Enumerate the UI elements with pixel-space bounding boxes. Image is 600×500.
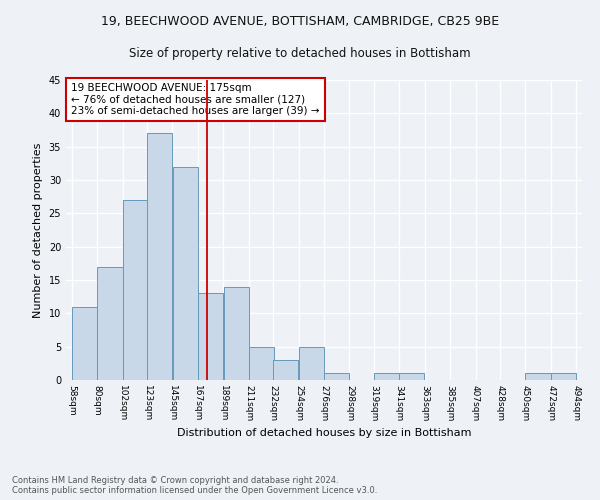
- Bar: [324, 374, 349, 380]
- X-axis label: Distribution of detached houses by size in Bottisham: Distribution of detached houses by size …: [177, 428, 471, 438]
- Bar: [400, 374, 424, 380]
- Bar: [97, 266, 122, 380]
- Bar: [173, 166, 198, 380]
- Bar: [374, 374, 399, 380]
- Bar: [551, 374, 576, 380]
- Y-axis label: Number of detached properties: Number of detached properties: [33, 142, 43, 318]
- Bar: [147, 134, 172, 380]
- Bar: [249, 346, 274, 380]
- Bar: [72, 306, 97, 380]
- Text: 19, BEECHWOOD AVENUE, BOTTISHAM, CAMBRIDGE, CB25 9BE: 19, BEECHWOOD AVENUE, BOTTISHAM, CAMBRID…: [101, 15, 499, 28]
- Text: Size of property relative to detached houses in Bottisham: Size of property relative to detached ho…: [129, 48, 471, 60]
- Bar: [273, 360, 298, 380]
- Text: Contains HM Land Registry data © Crown copyright and database right 2024.
Contai: Contains HM Land Registry data © Crown c…: [12, 476, 377, 495]
- Text: 19 BEECHWOOD AVENUE: 175sqm
← 76% of detached houses are smaller (127)
23% of se: 19 BEECHWOOD AVENUE: 175sqm ← 76% of det…: [71, 83, 320, 116]
- Bar: [526, 374, 551, 380]
- Bar: [198, 294, 223, 380]
- Bar: [123, 200, 148, 380]
- Bar: [299, 346, 324, 380]
- Bar: [224, 286, 248, 380]
